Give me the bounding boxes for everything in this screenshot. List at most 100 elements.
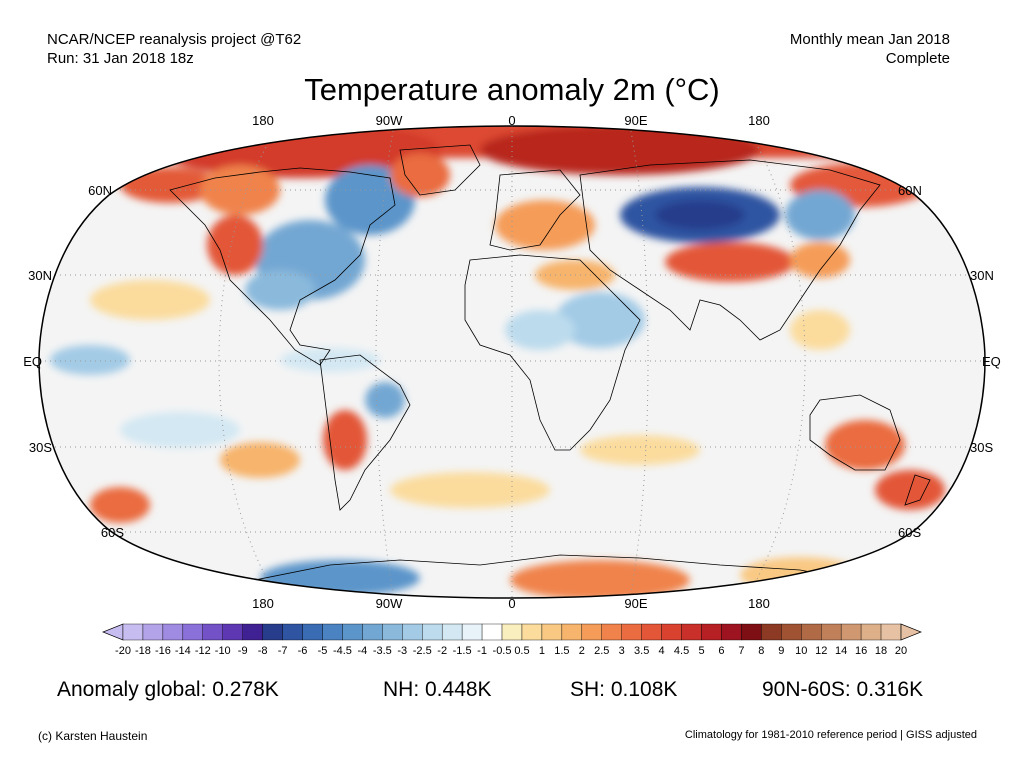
model-label: NCAR/NCEP reanalysis project @T62 xyxy=(47,31,302,48)
colorbar-swatch xyxy=(202,623,223,641)
lat-label: EQ xyxy=(23,354,42,369)
header-left: NCAR/NCEP reanalysis project @T62 Run: 3… xyxy=(47,30,301,68)
colorbar-swatch xyxy=(541,623,563,641)
colorbar-swatch xyxy=(422,623,443,641)
colorbar-swatch xyxy=(561,623,583,641)
colorbar-swatch xyxy=(661,623,682,641)
lon-label: 90W xyxy=(376,596,403,611)
colorbar-swatch xyxy=(182,623,203,641)
colorbar-swatch xyxy=(880,623,902,641)
colorbar-tick-label: 1 xyxy=(539,645,545,657)
map-title: Temperature anomaly 2m (°C) xyxy=(304,72,720,107)
colorbar-tick-label: 16 xyxy=(855,645,867,657)
colorbar-swatch xyxy=(382,623,403,641)
colorbar: -20 -18 -16 -14 -12 -10 -9 -8 -7 -6 -5 -4.5 -4 -3.5 -3… xyxy=(102,623,922,657)
lat-label: 30N xyxy=(970,268,994,283)
colorbar-tick-label: -5 xyxy=(318,645,328,657)
lon-label: 180 xyxy=(748,113,770,128)
longitude-labels-top: 180 90W 0 90E 180 xyxy=(252,113,770,128)
colorbar-tick-label: -12 xyxy=(195,645,211,657)
lon-label: 0 xyxy=(508,113,515,128)
colorbar-swatch xyxy=(322,623,343,641)
colorbar-swatch xyxy=(282,623,303,641)
colorbar-tick-label: 9 xyxy=(778,645,784,657)
colorbar-swatch xyxy=(840,623,862,641)
colorbar-swatch xyxy=(641,623,662,641)
colorbar-swatch xyxy=(860,623,882,641)
colorbar-tick-label: -14 xyxy=(175,645,191,657)
colorbar-tick-label: -8 xyxy=(258,645,268,657)
colorbar-tick-label: -2 xyxy=(437,645,447,657)
climatology-note: Climatology for 1981-2010 reference peri… xyxy=(684,729,977,741)
colorbar-swatch xyxy=(402,623,423,641)
run-label: Run: 31 Jan 2018 18z xyxy=(47,50,194,67)
colorbar-swatch xyxy=(581,623,602,641)
colorbar-tick-label: -16 xyxy=(155,645,171,657)
colorbar-tick-label: -6 xyxy=(298,645,308,657)
lat-label: 60S xyxy=(898,525,921,540)
colorbar-tick-label: -0.5 xyxy=(493,645,512,657)
colorbar-swatch xyxy=(461,623,483,641)
lon-label: 90W xyxy=(376,113,403,128)
colorbar-swatch xyxy=(142,623,164,641)
colorbar-tick-label: -3 xyxy=(397,645,407,657)
colorbar-swatch xyxy=(821,623,842,641)
colorbar-swatch xyxy=(521,623,543,641)
colorbar-tick-label: 12 xyxy=(815,645,827,657)
colorbar-tick-label: -4 xyxy=(357,645,367,657)
colorbar-tick-label: -7 xyxy=(278,645,288,657)
colorbar-tick-label: -1.5 xyxy=(453,645,472,657)
colorbar-tick-label: 3 xyxy=(619,645,625,657)
lat-label: 30N xyxy=(28,268,52,283)
colorbar-tick-label: 20 xyxy=(895,645,907,657)
colorbar-swatch xyxy=(441,623,463,641)
status-label: Complete xyxy=(885,50,950,67)
colorbar-tick-label: 6 xyxy=(718,645,724,657)
lat-label: 30S xyxy=(970,440,993,455)
colorbar-tick-label: -20 xyxy=(115,645,131,657)
colorbar-tick-label: 4.5 xyxy=(674,645,689,657)
latitude-labels-right: 60N 30N EQ 30S 60S xyxy=(898,183,1001,540)
colorbar-swatch xyxy=(242,623,263,641)
author-credit: (c) Karsten Haustein xyxy=(38,729,148,743)
colorbar-swatch xyxy=(162,623,184,641)
colorbar-tick-label: -9 xyxy=(238,645,248,657)
anomaly-sh: SH: 0.108K xyxy=(570,678,678,701)
globe-outline xyxy=(38,125,986,599)
lat-label: EQ xyxy=(982,354,1001,369)
lat-label: 60N xyxy=(88,183,112,198)
colorbar-swatch xyxy=(501,623,523,641)
colorbar-tick-label: -3.5 xyxy=(373,645,392,657)
colorbar-swatch xyxy=(781,623,802,641)
colorbar-swatch xyxy=(621,623,642,641)
colorbar-min-arrow xyxy=(102,623,124,641)
colorbar-swatch xyxy=(761,623,782,641)
colorbar-swatch xyxy=(701,623,722,641)
anomaly-global: Anomaly global: 0.278K xyxy=(57,678,279,701)
anomaly-arctic: 90N-60S: 0.316K xyxy=(762,678,924,701)
colorbar-tick-label: 18 xyxy=(875,645,887,657)
colorbar-tick-label: 3.5 xyxy=(634,645,649,657)
colorbar-tick-label: -2.5 xyxy=(413,645,432,657)
colorbar-tick-label: -18 xyxy=(135,645,151,657)
lon-label: 90E xyxy=(624,113,647,128)
colorbar-swatch xyxy=(222,623,243,641)
colorbar-swatch xyxy=(601,623,622,641)
period-label: Monthly mean Jan 2018 xyxy=(789,31,950,48)
colorbar-tick-label: -1 xyxy=(477,645,487,657)
lat-label: 60N xyxy=(898,183,922,198)
anomaly-nh: NH: 0.448K xyxy=(383,678,492,701)
lon-label: 180 xyxy=(748,596,770,611)
lon-label: 90E xyxy=(624,596,647,611)
colorbar-swatch xyxy=(122,623,144,641)
lon-label: 180 xyxy=(252,596,274,611)
colorbar-tick-label: 8 xyxy=(758,645,764,657)
colorbar-max-arrow xyxy=(900,623,922,641)
lon-label: 180 xyxy=(252,113,274,128)
colorbar-swatch xyxy=(342,623,363,641)
colorbar-swatch xyxy=(302,623,323,641)
colorbar-tick-label: 0.5 xyxy=(514,645,529,657)
lat-label: 30S xyxy=(29,440,52,455)
colorbar-tick-label: -4.5 xyxy=(333,645,352,657)
